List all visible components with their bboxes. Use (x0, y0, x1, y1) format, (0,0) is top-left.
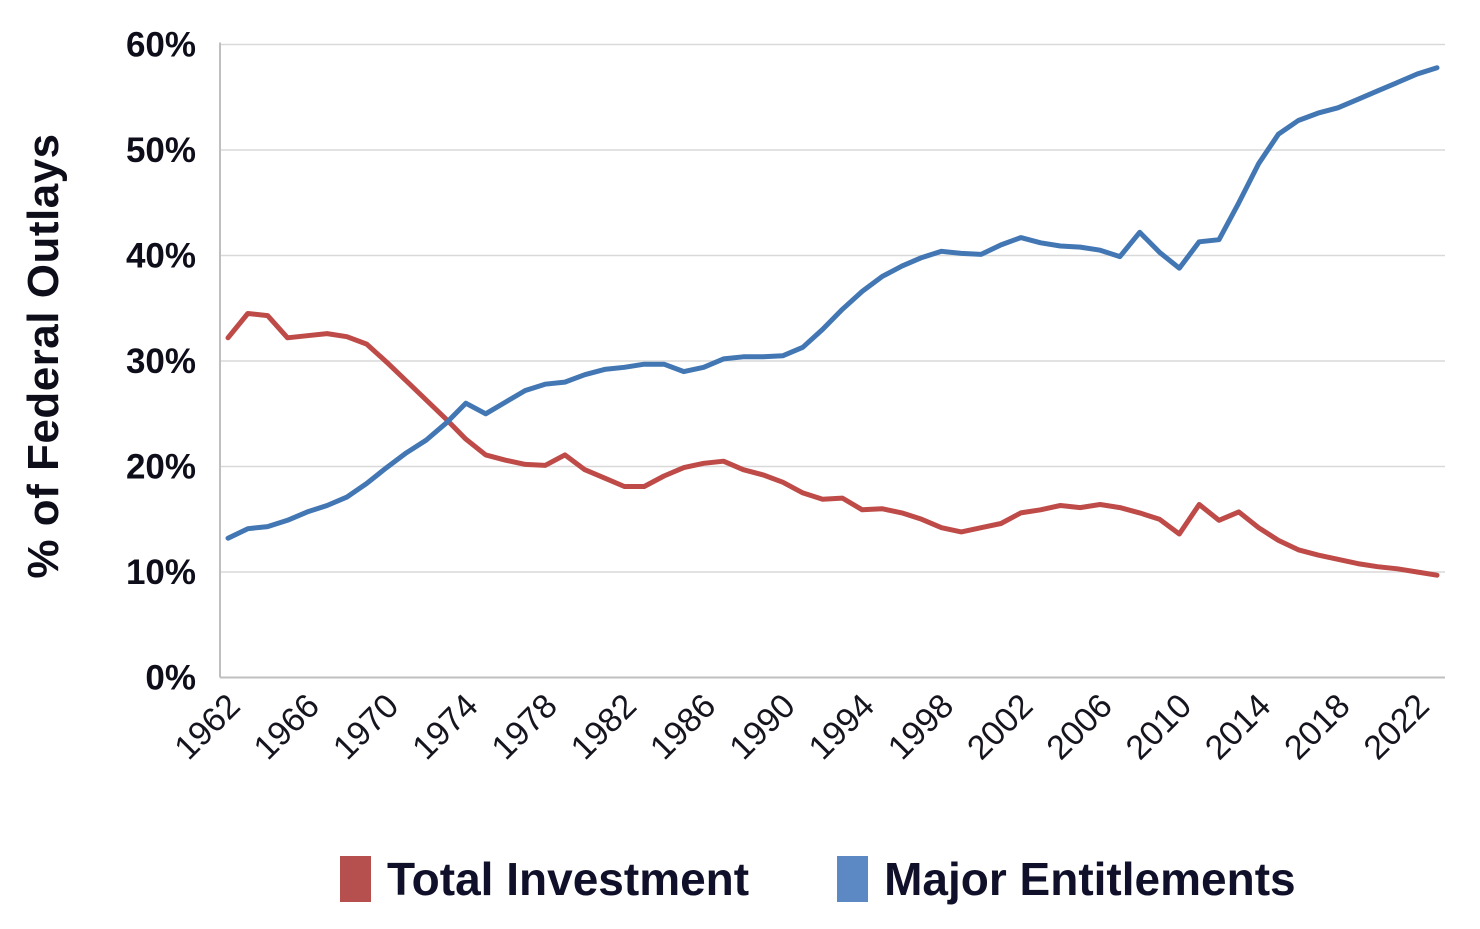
legend-label-total-investment: Total Investment (387, 853, 750, 905)
x-axis-tick-label: 1990 (722, 687, 802, 767)
legend-item-total-investment: Total Investment (340, 856, 749, 902)
x-axis-tick-label: 1998 (881, 687, 961, 767)
legend-swatch-total-investment (340, 856, 371, 902)
x-axis-tick-label: 2006 (1039, 687, 1119, 767)
x-axis-tick-label: 1974 (405, 687, 485, 767)
x-axis-tick-label: 1966 (247, 687, 327, 767)
x-axis-tick-label: 2018 (1277, 687, 1357, 767)
x-axis-tick-label: 1970 (326, 687, 406, 767)
y-axis-tick-label: 40% (126, 237, 196, 276)
series-line-major-entitlements (225, 65, 1440, 541)
y-axis-tick-label: 50% (126, 131, 196, 170)
x-axis-tick-label: 2014 (1198, 687, 1278, 767)
x-axis-tick-label: 1982 (564, 687, 644, 767)
legend: Total Investment Major Entitlements (340, 851, 1296, 907)
x-axis-tick-label: 2002 (960, 687, 1040, 767)
x-axis-tick-label: 1986 (643, 687, 723, 767)
y-axis-tick-label: 60% (126, 26, 196, 65)
legend-item-major-entitlements: Major Entitlements (837, 856, 1296, 902)
y-axis-tick-label: 0% (145, 659, 196, 698)
x-axis-tick-label: 1978 (484, 687, 564, 767)
y-axis-tick-label: 30% (126, 342, 196, 381)
x-axis-tick-label: 1962 (167, 687, 247, 767)
y-axis-tick-label: 20% (126, 448, 196, 487)
x-axis-tick-label: 1994 (802, 687, 882, 767)
legend-swatch-major-entitlements (837, 856, 869, 902)
x-axis-tick-label: 2022 (1356, 687, 1436, 767)
y-axis-title: % of Federal Outlays (19, 133, 68, 579)
x-axis-tick-label: 2010 (1119, 687, 1199, 767)
legend-label-major-entitlements: Major Entitlements (884, 853, 1296, 905)
y-axis-tick-label: 10% (126, 553, 196, 592)
series-line-total-investment (225, 311, 1440, 578)
